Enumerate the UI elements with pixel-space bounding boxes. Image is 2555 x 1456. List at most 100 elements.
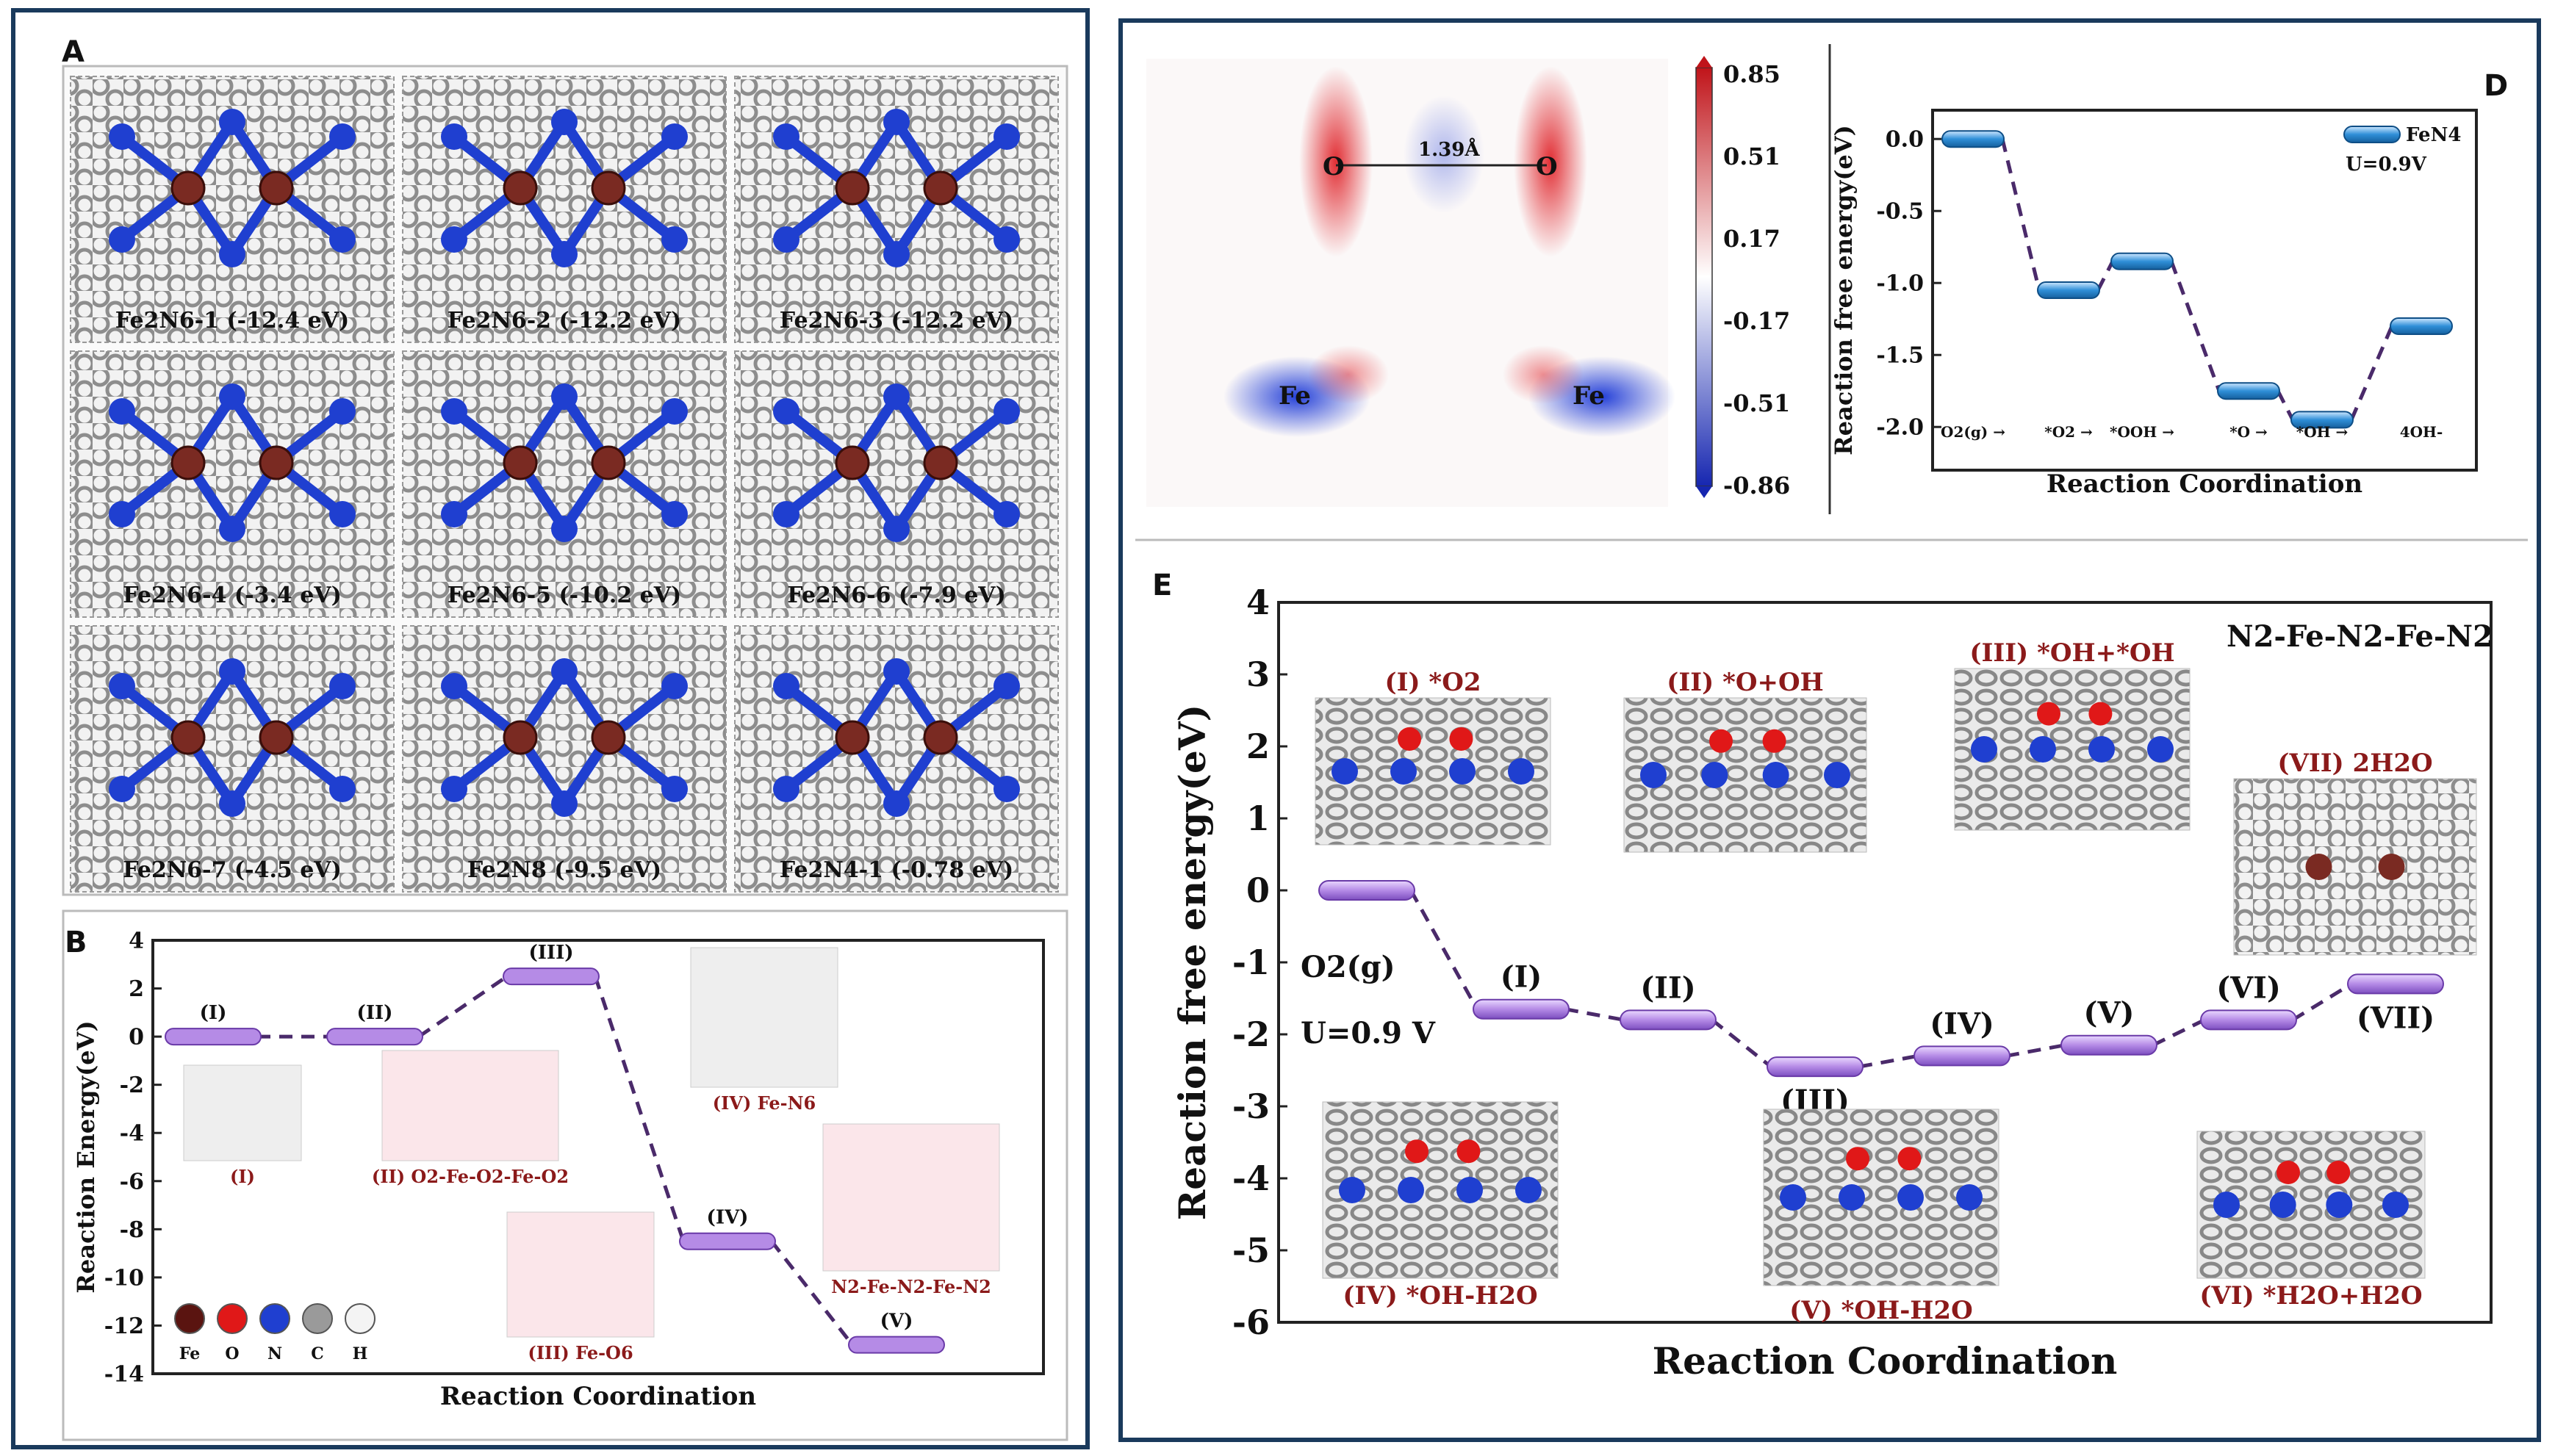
inset-structure: (III) *OH+*OH: [1954, 638, 2191, 831]
y-tick-label: 3: [1246, 655, 1270, 694]
legend-atom-swatch: [217, 1303, 248, 1334]
nitrogen-atom: [773, 776, 799, 803]
nitrogen-atom: [773, 226, 799, 253]
start-label-e: O2(g): [1301, 950, 1395, 984]
inset-label: N2-Fe-N2-Fe-N2: [831, 1276, 991, 1297]
nitrogen-atom: [993, 501, 1020, 528]
structure-label: Fe2N4-1 (-0.78 eV): [780, 857, 1013, 883]
iron-atom: [503, 445, 538, 480]
energy-level: [2110, 252, 2174, 270]
nitrogen-atom: [219, 790, 245, 818]
y-tick-label: -3: [1232, 1086, 1270, 1126]
iron-atom: [835, 170, 870, 206]
y-tick-label: -2.0: [1876, 415, 1924, 441]
x-tick-label: 4OH-: [2400, 423, 2443, 441]
energy-level: [2037, 281, 2100, 299]
nitrogen-atom: [329, 123, 356, 151]
energy-connector: [2169, 260, 2221, 392]
y-tick-label: -2: [1232, 1014, 1270, 1054]
energy-level: [2390, 317, 2453, 335]
iron-atom: [835, 445, 870, 480]
inset-label: (II) O2-Fe-O2-Fe-O2: [372, 1166, 569, 1187]
energy-connector: [2000, 138, 2041, 291]
colorbar-tick-label: 0.85: [1723, 60, 1780, 88]
inset-structure: (I) *O2: [1315, 668, 1551, 846]
plot-frame: [1931, 109, 2478, 472]
x-axis-label: Reaction Coordination: [1653, 1339, 2118, 1383]
iron-atom: [835, 720, 870, 755]
nitrogen-atom: [109, 226, 135, 253]
iron-atom: [259, 170, 294, 206]
left-panel-frame: [11, 8, 1090, 1449]
nitrogen-atom: [883, 516, 910, 543]
nitrogen-atom: [551, 109, 578, 136]
y-tick-label: -14: [104, 1362, 144, 1388]
energy-connector: [1564, 1007, 1625, 1022]
nitrogen-atom: [329, 673, 356, 700]
y-tick-label: 2: [129, 976, 144, 1002]
nitrogen-atom: [441, 776, 467, 803]
inset-structure: [822, 1123, 1000, 1272]
y-tick-label: -4: [1232, 1158, 1270, 1198]
energy-connector: [2349, 325, 2394, 421]
potential-label-e: U=0.9 V: [1301, 1016, 1436, 1050]
y-tick-label: -6: [1232, 1302, 1270, 1342]
iron-atom: [591, 720, 626, 755]
nitrogen-atom: [661, 398, 688, 425]
y-tick-label: -8: [120, 1217, 144, 1243]
nitrogen-atom: [329, 776, 356, 803]
inset-structure: (II) *O+OH: [1623, 668, 1867, 853]
energy-level: [2347, 973, 2444, 995]
x-axis-label: Reaction Coordination: [440, 1382, 756, 1411]
nitrogen-atom: [661, 673, 688, 700]
legend-atom-label: C: [311, 1344, 324, 1363]
system-label-e: N2-Fe-N2-Fe-N2: [2227, 619, 2493, 654]
nitrogen-atom: [883, 383, 910, 411]
y-tick-label: -6: [120, 1169, 144, 1194]
energy-level: [1620, 1009, 1717, 1031]
nitrogen-atom: [109, 673, 135, 700]
iron-atom: [591, 445, 626, 480]
inset-label: (II) *O+OH: [1667, 668, 1823, 697]
nitrogen-atom: [773, 501, 799, 528]
inset-label: (VII) 2H2O: [2277, 749, 2432, 778]
inset-label: (IV) *OH-H2O: [1343, 1281, 1537, 1311]
nitrogen-atom: [109, 501, 135, 528]
structure-cell: Fe2N6-2 (-12.2 eV): [402, 76, 727, 343]
energy-level: [1473, 998, 1570, 1020]
y-tick-label: -10: [104, 1265, 144, 1291]
structure-cell: Fe2N6-3 (-12.2 eV): [734, 76, 1059, 343]
y-tick-label: 1: [1246, 799, 1270, 838]
nitrogen-atom: [661, 501, 688, 528]
potential-label-d: U=0.9V: [2346, 154, 2427, 176]
level-label: (II): [357, 1002, 393, 1024]
iron-atom: [259, 720, 294, 755]
nitrogen-atom: [883, 658, 910, 685]
energy-level: [1941, 130, 2005, 148]
y-tick-label: 0.0: [1886, 127, 1924, 153]
y-tick-label: 0: [1246, 871, 1270, 910]
nitrogen-atom: [329, 501, 356, 528]
energy-level: [165, 1028, 262, 1046]
energy-level: [503, 967, 600, 986]
nitrogen-atom: [441, 501, 467, 528]
atom-label-fe-left: Fe: [1279, 381, 1311, 411]
energy-level: [1318, 880, 1415, 901]
structure-label: Fe2N8 (-9.5 eV): [467, 857, 661, 883]
level-label: (III): [528, 942, 573, 964]
iron-atom: [923, 170, 958, 206]
atom-label-o-left: O: [1323, 152, 1345, 181]
x-tick-label: *OOH →: [2110, 423, 2174, 441]
x-axis-label: Reaction Coordination: [2046, 469, 2362, 499]
nitrogen-atom: [551, 241, 578, 268]
iron-atom: [503, 170, 538, 206]
legend-atom-label: N: [267, 1344, 282, 1363]
x-tick-label: O2(g) →: [1941, 423, 2005, 441]
structure-cell: Fe2N6-7 (-4.5 eV): [70, 625, 395, 893]
nitrogen-atom: [661, 226, 688, 253]
structure-cell: Fe2N6-4 (-3.4 eV): [70, 350, 395, 618]
energy-connector: [2276, 390, 2295, 421]
structure-label: Fe2N6-6 (-7.9 eV): [787, 583, 1006, 608]
level-label: (VI): [2216, 970, 2281, 1005]
nitrogen-atom: [109, 398, 135, 425]
